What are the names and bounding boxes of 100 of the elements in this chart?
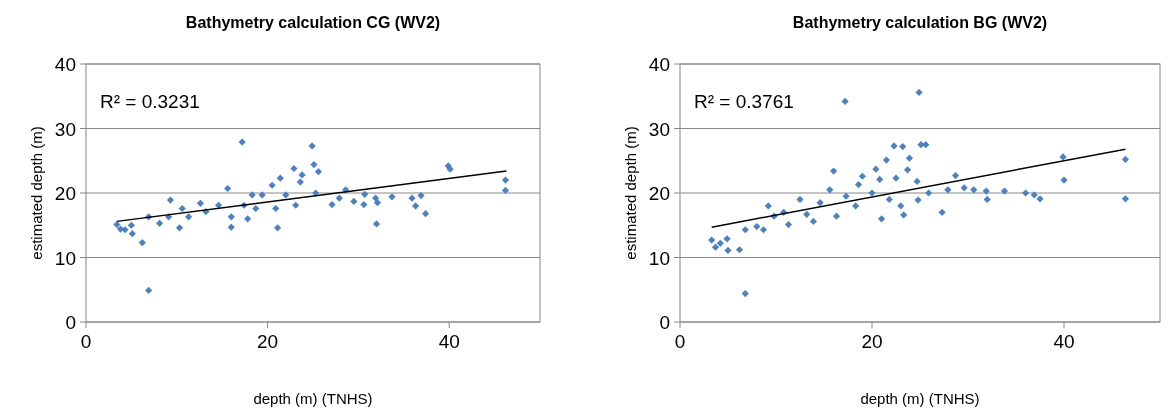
point — [335, 194, 343, 202]
point — [1060, 176, 1068, 184]
point — [1030, 191, 1038, 199]
point — [900, 211, 908, 219]
y-tick-label: 30 — [54, 118, 76, 140]
point — [944, 186, 952, 194]
x-tick-label: 40 — [1053, 331, 1075, 352]
point — [913, 177, 921, 185]
point — [708, 236, 716, 244]
x-axis-title: depth (m) (TNHS) — [860, 390, 980, 407]
point — [128, 230, 136, 238]
point — [408, 194, 416, 202]
point — [816, 199, 824, 207]
point — [224, 184, 232, 193]
point — [897, 202, 905, 210]
point — [915, 88, 923, 96]
point — [735, 246, 744, 254]
point — [841, 97, 849, 106]
point — [372, 220, 381, 228]
point — [276, 174, 284, 182]
x-tick-label: 20 — [257, 331, 279, 352]
point — [227, 223, 235, 231]
point — [922, 141, 930, 149]
point — [290, 164, 298, 173]
point — [892, 174, 900, 182]
point — [421, 210, 430, 218]
point — [1022, 189, 1030, 197]
point — [282, 191, 290, 199]
point — [759, 226, 768, 234]
point — [858, 172, 866, 180]
point — [178, 204, 186, 213]
point — [238, 138, 246, 146]
annotation: R² = 0.3761 — [694, 91, 794, 112]
y-tick-label: 30 — [648, 118, 670, 140]
point — [417, 191, 425, 200]
point — [826, 186, 834, 194]
point — [296, 178, 304, 186]
y-tick-label: 20 — [648, 183, 670, 204]
point — [166, 196, 175, 204]
point — [273, 224, 282, 232]
point — [412, 202, 420, 210]
point — [753, 222, 761, 231]
x-tick-label: 0 — [80, 331, 92, 352]
point — [890, 142, 898, 150]
point — [951, 171, 960, 180]
point — [938, 208, 946, 216]
point — [138, 239, 146, 247]
point — [268, 181, 276, 189]
point — [1000, 187, 1009, 195]
point — [784, 221, 793, 229]
point — [196, 199, 205, 207]
point — [248, 191, 256, 199]
point — [252, 204, 260, 213]
point — [360, 201, 368, 209]
point — [292, 201, 300, 209]
point — [842, 192, 850, 200]
point — [310, 161, 318, 169]
y-tick-label: 10 — [648, 247, 670, 269]
x-tick-label: 20 — [861, 331, 883, 352]
point — [741, 226, 749, 234]
x-axis-title: depth (m) (TNHS) — [253, 390, 373, 407]
point — [1121, 195, 1130, 203]
point — [272, 204, 280, 213]
point — [185, 213, 193, 221]
point — [501, 186, 510, 195]
point — [764, 202, 772, 210]
point — [878, 215, 886, 223]
point — [982, 187, 990, 195]
y-tick-label: 20 — [54, 183, 76, 204]
point — [885, 195, 893, 204]
point — [872, 165, 880, 173]
point — [960, 184, 968, 192]
point — [903, 166, 912, 174]
y-tick-label: 40 — [54, 54, 76, 75]
point — [1059, 153, 1067, 161]
point — [328, 201, 336, 209]
point — [983, 195, 991, 204]
chart-title: Bathymetry calculation CG (WV2) — [185, 14, 441, 31]
point — [127, 221, 135, 229]
point — [711, 243, 720, 251]
point — [741, 290, 749, 298]
y-tick-label: 40 — [648, 54, 670, 75]
point — [899, 142, 907, 151]
annotation: R² = 0.3231 — [100, 91, 200, 112]
point — [361, 190, 369, 198]
point — [227, 213, 235, 221]
point — [373, 199, 382, 207]
x-tick-label: 0 — [674, 331, 686, 352]
point — [830, 167, 838, 175]
point — [868, 189, 876, 197]
point — [876, 175, 884, 184]
point — [882, 156, 890, 164]
point — [1036, 195, 1044, 203]
point — [258, 191, 266, 199]
y-axis-title: estimated depth (m) — [622, 126, 639, 260]
point — [852, 202, 860, 210]
point — [298, 171, 306, 179]
point — [1121, 155, 1130, 164]
y-axis-title: estimated depth (m) — [28, 126, 45, 260]
chart-title: Bathymetry calculation BG (WV2) — [792, 14, 1048, 31]
